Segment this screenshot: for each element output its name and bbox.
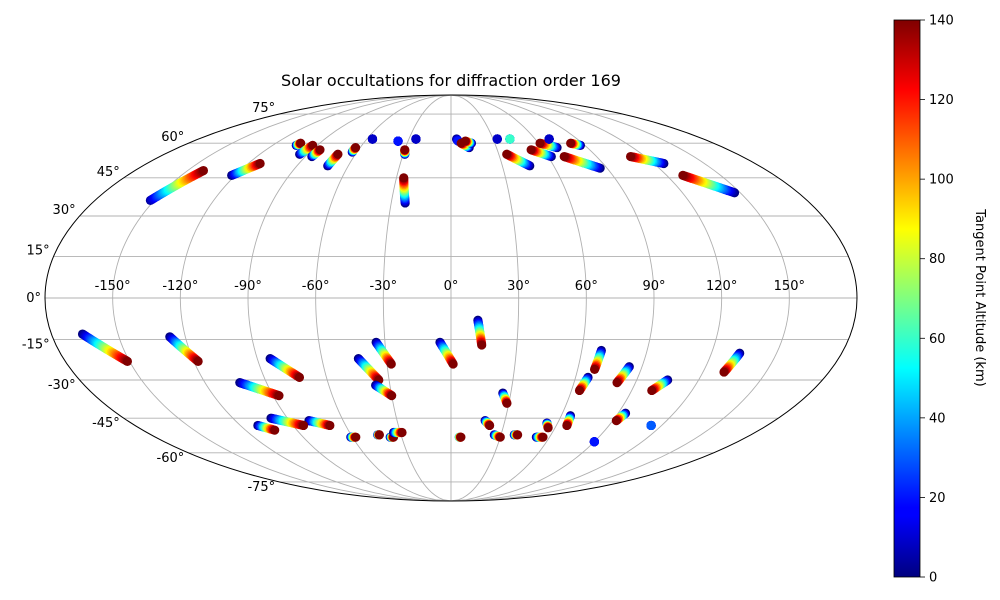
occultation-points bbox=[77, 134, 745, 447]
colorbar-ticks: 0 20 40 60 80 100 120 140 bbox=[920, 14, 954, 586]
data-point bbox=[393, 136, 403, 146]
latitude-label: 0° bbox=[26, 291, 41, 306]
data-point bbox=[397, 427, 407, 438]
longitude-label: -120° bbox=[162, 279, 198, 294]
data-point bbox=[296, 138, 306, 148]
data-point bbox=[589, 437, 599, 447]
data-point bbox=[538, 432, 548, 442]
colorbar-tick-label: 100 bbox=[929, 173, 954, 188]
data-point bbox=[477, 340, 487, 350]
data-point bbox=[562, 420, 572, 431]
longitude-tick-labels: -150° -120° -90° -60° -30° 0° 30° 60° 90° 120° 150… bbox=[95, 279, 805, 294]
data-point bbox=[678, 170, 688, 180]
data-point bbox=[294, 372, 305, 382]
data-point bbox=[333, 149, 343, 159]
data-point bbox=[544, 134, 554, 144]
data-point bbox=[574, 385, 585, 396]
colorbar-tick-label: 120 bbox=[929, 93, 954, 108]
data-point bbox=[543, 423, 553, 433]
data-point bbox=[308, 140, 318, 150]
data-point bbox=[646, 420, 656, 431]
longitude-label: 0° bbox=[444, 279, 459, 294]
longitude-label: -60° bbox=[302, 279, 330, 294]
latitude-label: 15° bbox=[27, 243, 50, 258]
latitude-label: -45° bbox=[92, 416, 120, 431]
data-point bbox=[298, 420, 309, 431]
data-point bbox=[495, 432, 505, 442]
chart-title: Solar occultations for diffraction order… bbox=[281, 71, 621, 90]
data-point bbox=[485, 420, 495, 431]
map-boundary bbox=[44, 94, 858, 502]
colorbar-tick-label: 0 bbox=[929, 571, 937, 586]
colorbar-tick-label: 20 bbox=[929, 491, 946, 506]
data-point bbox=[448, 359, 458, 369]
latitude-label: -60° bbox=[157, 451, 185, 466]
latitude-tick-labels: 75° 60° 45° 30° 15° 0° -15° -30° -45° -60° -75° bbox=[22, 101, 275, 495]
graticule bbox=[45, 95, 857, 501]
data-point bbox=[367, 134, 378, 144]
data-point bbox=[611, 416, 621, 426]
data-point bbox=[193, 356, 203, 366]
latitude-label: 30° bbox=[53, 203, 76, 218]
data-point bbox=[399, 173, 409, 183]
data-point bbox=[456, 432, 466, 442]
data-point bbox=[351, 432, 361, 442]
longitude-label: -90° bbox=[234, 279, 262, 294]
latitude-label: -30° bbox=[48, 378, 76, 393]
data-point bbox=[460, 136, 470, 146]
data-point bbox=[566, 138, 576, 148]
colorbar: 0 20 40 60 80 100 120 140 Tangent Point Altitud… bbox=[893, 14, 987, 586]
latitude-label: -75° bbox=[247, 480, 275, 495]
data-point bbox=[492, 134, 502, 144]
colorbar-label: Tangent Point Altitude (km) bbox=[972, 208, 987, 386]
longitude-label: 120° bbox=[706, 279, 737, 294]
latitude-label: 45° bbox=[97, 165, 120, 180]
colorbar-gradient bbox=[893, 19, 921, 578]
data-point bbox=[513, 430, 523, 440]
latitude-label: 75° bbox=[252, 101, 275, 116]
longitude-label: -150° bbox=[95, 279, 131, 294]
data-point bbox=[526, 145, 536, 155]
colorbar-tick-label: 80 bbox=[929, 252, 946, 267]
longitude-label: 150° bbox=[774, 279, 805, 294]
data-point bbox=[505, 134, 515, 144]
data-point bbox=[559, 151, 569, 162]
data-point bbox=[502, 398, 512, 408]
data-point bbox=[325, 420, 335, 431]
longitude-label: 90° bbox=[642, 279, 665, 294]
colorbar-tick-label: 60 bbox=[929, 332, 946, 347]
data-point bbox=[274, 391, 284, 401]
data-point bbox=[315, 145, 325, 155]
longitude-label: 60° bbox=[575, 279, 598, 294]
data-point bbox=[647, 385, 657, 396]
data-point bbox=[122, 356, 133, 366]
data-point bbox=[502, 149, 512, 159]
longitude-label: 30° bbox=[507, 279, 530, 294]
data-point bbox=[350, 142, 361, 153]
longitude-label: -30° bbox=[369, 279, 397, 294]
data-point bbox=[612, 378, 622, 388]
latitude-label: -15° bbox=[22, 338, 50, 353]
data-point bbox=[535, 138, 545, 148]
data-point bbox=[411, 134, 421, 144]
data-point bbox=[589, 364, 600, 374]
data-point bbox=[719, 367, 729, 377]
data-point bbox=[400, 145, 410, 155]
data-point bbox=[625, 151, 636, 162]
latitude-label: 60° bbox=[161, 130, 184, 145]
colorbar-tick-label: 140 bbox=[929, 14, 954, 29]
colorbar-tick-label: 40 bbox=[929, 411, 946, 426]
data-point bbox=[386, 359, 396, 369]
data-point bbox=[270, 425, 280, 435]
data-point bbox=[198, 165, 209, 176]
data-point bbox=[255, 158, 265, 169]
data-point bbox=[387, 391, 397, 401]
data-point bbox=[374, 430, 384, 440]
